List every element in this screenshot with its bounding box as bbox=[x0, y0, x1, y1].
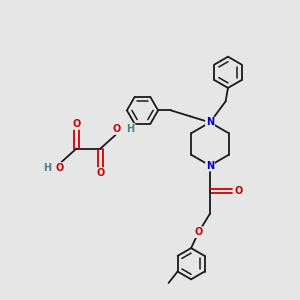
Text: O: O bbox=[194, 227, 203, 237]
Text: H: H bbox=[43, 163, 51, 173]
Text: O: O bbox=[56, 163, 64, 173]
Text: O: O bbox=[96, 168, 105, 178]
Text: N: N bbox=[206, 160, 214, 171]
Text: H: H bbox=[126, 124, 135, 134]
Text: O: O bbox=[72, 119, 81, 129]
Text: O: O bbox=[113, 124, 121, 134]
Text: N: N bbox=[206, 117, 214, 128]
Text: O: O bbox=[234, 186, 242, 196]
